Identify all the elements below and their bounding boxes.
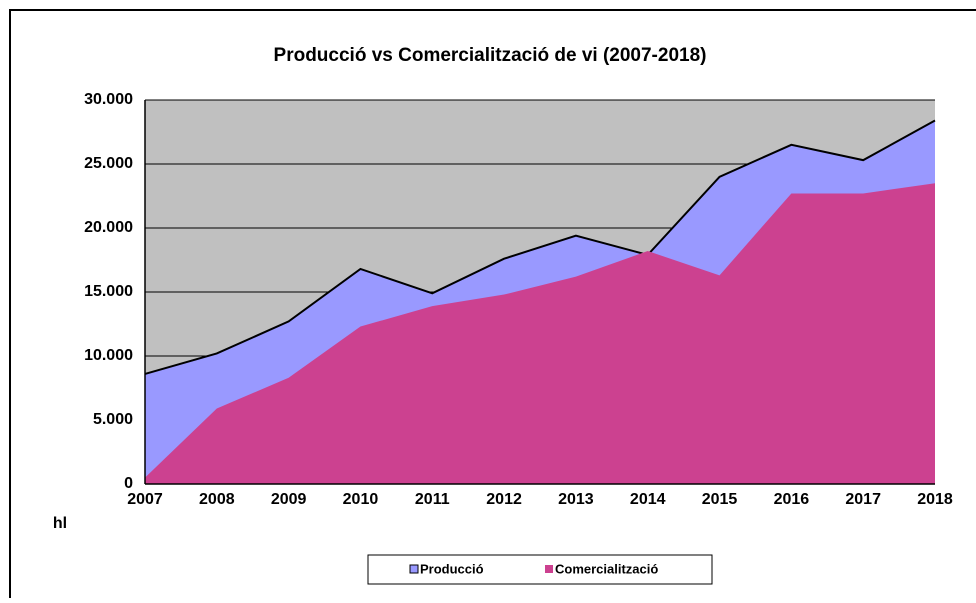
x-tick-label: 2012 bbox=[486, 491, 522, 508]
legend-label: Producció bbox=[420, 561, 484, 576]
x-tick-label: 2011 bbox=[415, 491, 450, 508]
x-tick-label: 2015 bbox=[702, 491, 738, 508]
x-tick-label: 2010 bbox=[343, 491, 379, 508]
legend-swatch bbox=[545, 565, 553, 573]
y-axis-label: hl bbox=[53, 515, 67, 532]
x-tick-label: 2007 bbox=[127, 491, 163, 508]
y-tick-label: 30.000 bbox=[84, 91, 133, 108]
legend-box bbox=[367, 554, 713, 585]
y-tick-label: 15.000 bbox=[84, 283, 133, 300]
x-tick-label: 2014 bbox=[630, 491, 666, 508]
y-tick-label: 25.000 bbox=[84, 155, 133, 172]
y-tick-label: 10.000 bbox=[84, 347, 133, 364]
x-tick-label: 2018 bbox=[917, 491, 953, 508]
y-tick-label: 20.000 bbox=[84, 219, 133, 236]
series-area bbox=[145, 183, 935, 484]
y-tick-label: 0 bbox=[124, 475, 133, 492]
x-tick-label: 2013 bbox=[558, 491, 594, 508]
legend-label: Comercialització bbox=[555, 561, 658, 576]
y-tick-label: 5.000 bbox=[93, 411, 133, 428]
x-tick-label: 2016 bbox=[774, 491, 810, 508]
x-tick-label: 2017 bbox=[845, 491, 881, 508]
chart-title: Producció vs Comercialització de vi (200… bbox=[274, 45, 707, 66]
series-outline bbox=[144, 119, 936, 375]
x-tick-label: 2008 bbox=[199, 491, 235, 508]
x-tick-label: 2009 bbox=[271, 491, 307, 508]
legend-swatch bbox=[409, 564, 419, 574]
